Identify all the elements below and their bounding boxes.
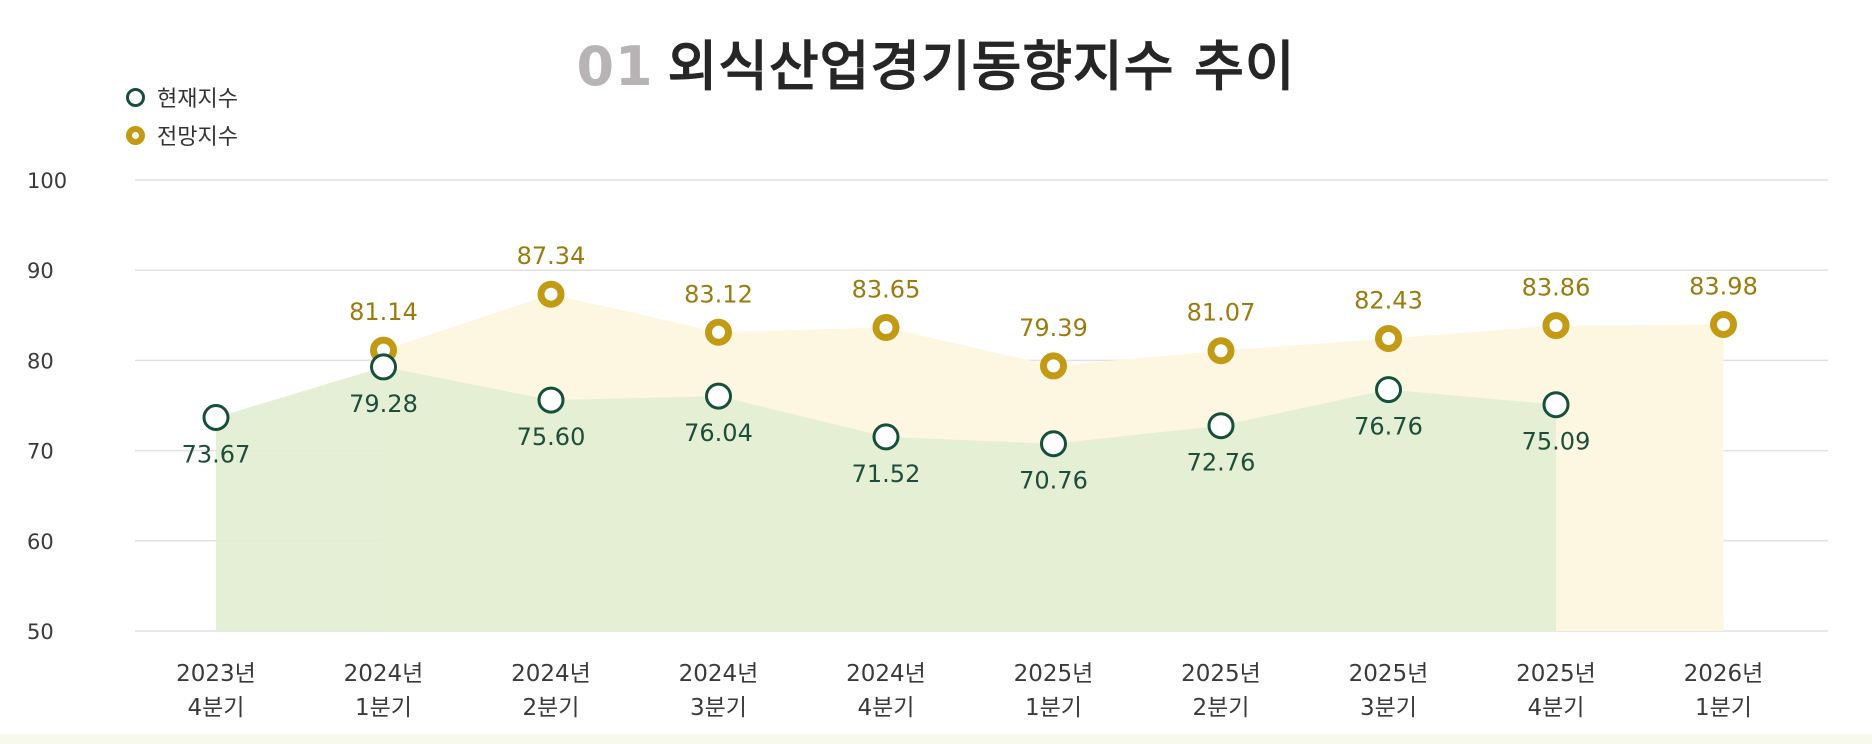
label-current: 71.52: [852, 460, 921, 488]
data-points: [202, 280, 1737, 458]
x-tick-year: 2025년: [1181, 661, 1261, 687]
x-tick-quarter: 2분기: [1193, 695, 1250, 721]
label-outlook: 83.12: [684, 280, 753, 308]
label-outlook: 87.34: [517, 242, 586, 270]
legend-item-outlook[interactable]: 전망지수: [126, 116, 238, 154]
circle-outline-icon: [126, 87, 145, 107]
y-tick-label: 80: [27, 349, 54, 373]
x-tick-label: 2024년 2분기: [511, 661, 591, 721]
label-current: 75.60: [517, 423, 586, 451]
point-outlook: [705, 318, 732, 346]
chart-title-text: 외식산업경기동향지수 추이: [667, 35, 1296, 98]
x-tick-label: 2024년 3분기: [679, 661, 759, 721]
legend-label-current: 현재지수: [157, 87, 238, 112]
x-tick-label: 2024년 4분기: [846, 661, 926, 721]
chart-title: 01 외식산업경기동향지수 추이: [0, 22, 1872, 101]
point-current: [537, 386, 565, 414]
label-outlook: 81.14: [349, 298, 418, 326]
x-tick-year: 2025년: [1014, 661, 1094, 687]
point-outlook: [872, 313, 900, 341]
label-current: 72.76: [1187, 449, 1256, 477]
label-current: 79.28: [349, 390, 418, 418]
x-tick-quarter: 3분기: [1360, 695, 1417, 721]
x-tick-label: 2024년 1분기: [344, 661, 424, 721]
point-outlook: [1375, 324, 1402, 352]
x-tick-year: 2024년: [846, 661, 926, 687]
label-current: 75.09: [1522, 428, 1591, 456]
x-axis-ticks: 2023년 4분기 2024년 1분기 2024년 2분기 2024년 3분기 2024년 4분기…: [176, 661, 1763, 721]
point-outlook: [1207, 337, 1235, 365]
label-current: 73.67: [182, 440, 251, 468]
point-current: [1542, 391, 1570, 419]
ring-icon: [126, 125, 145, 145]
x-tick-year: 2024년: [344, 661, 424, 687]
y-axis-ticks: 50 60 70 80 90 100: [27, 169, 67, 644]
label-current: 76.76: [1354, 413, 1423, 441]
point-current: [1375, 376, 1402, 404]
x-tick-quarter: 4분기: [1528, 695, 1585, 721]
x-tick-year: 2024년: [679, 661, 759, 687]
x-tick-label: 2026년 1분기: [1684, 661, 1764, 721]
point-current: [872, 423, 900, 451]
x-tick-year: 2025년: [1349, 661, 1429, 687]
point-outlook: [1710, 311, 1737, 339]
x-tick-quarter: 1분기: [355, 695, 412, 721]
x-tick-label: 2025년 2분기: [1181, 661, 1261, 721]
x-tick-quarter: 1분기: [1025, 695, 1082, 721]
y-tick-label: 70: [27, 440, 54, 464]
label-current: 76.04: [684, 419, 753, 447]
point-current: [705, 382, 732, 410]
x-tick-quarter: 4분기: [858, 695, 915, 721]
chart-title-number: 01: [576, 35, 654, 98]
legend-label-outlook: 전망지수: [157, 125, 238, 150]
point-outlook: [537, 280, 565, 308]
x-tick-label: 2025년 1분기: [1014, 661, 1094, 721]
series-areas: [216, 294, 1724, 631]
x-tick-quarter: 2분기: [523, 695, 580, 721]
y-tick-label: 60: [27, 530, 54, 554]
y-tick-label: 90: [27, 259, 54, 283]
legend-item-current[interactable]: 현재지수: [126, 78, 238, 116]
point-outlook: [1542, 312, 1570, 340]
x-tick-label: 2025년 4분기: [1516, 661, 1596, 721]
x-tick-year: 2025년: [1516, 661, 1596, 687]
y-tick-label: 50: [27, 620, 54, 644]
x-tick-quarter: 3분기: [690, 695, 747, 721]
footer-band: [0, 734, 1872, 744]
x-tick-year: 2026년: [1684, 661, 1764, 687]
label-outlook: 81.07: [1187, 299, 1256, 327]
x-tick-quarter: 4분기: [188, 695, 245, 721]
x-tick-year: 2024년: [511, 661, 591, 687]
point-current: [1207, 412, 1235, 440]
legend: 현재지수 전망지수: [126, 78, 238, 154]
point-outlook: [1040, 352, 1067, 380]
x-tick-label: 2025년 3분기: [1349, 661, 1429, 721]
x-tick-label: 2023년 4분기: [176, 661, 256, 721]
point-current: [370, 353, 397, 381]
label-outlook: 79.39: [1019, 314, 1088, 342]
x-tick-year: 2023년: [176, 661, 256, 687]
label-outlook: 83.98: [1689, 273, 1758, 301]
point-current: [1040, 430, 1067, 458]
y-tick-label: 100: [27, 169, 67, 193]
label-outlook: 82.43: [1354, 286, 1423, 314]
x-tick-quarter: 1분기: [1695, 695, 1752, 721]
label-outlook: 83.86: [1522, 274, 1591, 302]
data-labels: 81.14 87.34 83.12 83.65 79.39 81.07 82.43 83.86…: [182, 242, 1758, 495]
point-current: [202, 403, 230, 431]
label-outlook: 83.65: [852, 275, 921, 303]
label-current: 70.76: [1019, 467, 1088, 495]
